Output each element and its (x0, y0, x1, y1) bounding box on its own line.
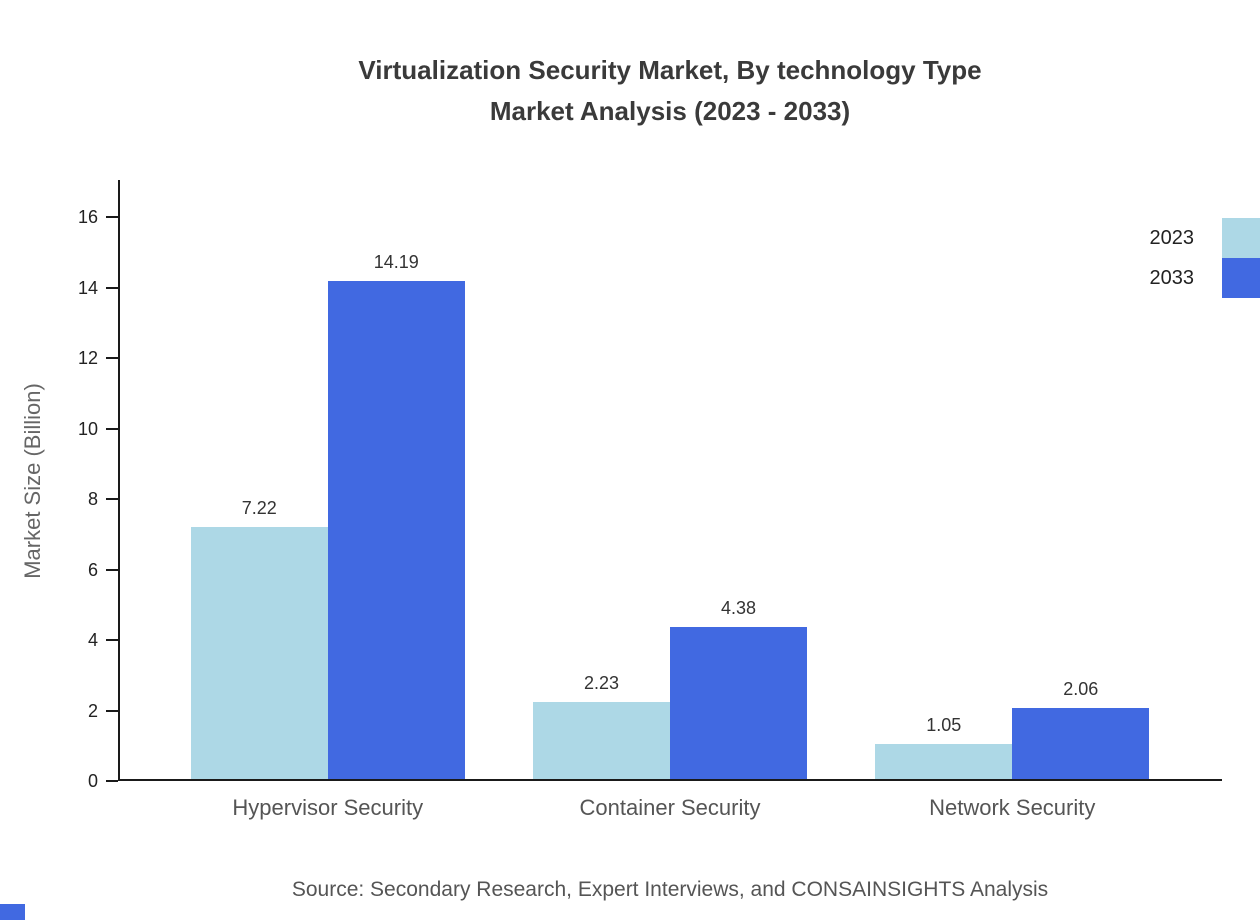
bar-2023-network-security (875, 744, 1013, 781)
legend-swatch-2033 (1222, 258, 1260, 298)
y-tick-label-16: 16 (77, 207, 98, 227)
legend-label-2023: 2023 (1149, 226, 1195, 249)
y-tick-label-14: 14 (77, 277, 98, 298)
y-tick-label-0: 0 (87, 771, 98, 791)
y-tick-mark-0 (106, 780, 118, 782)
chart-title-line2: Market Analysis (2023 - 2033) (489, 96, 851, 126)
y-tick-mark-8 (106, 498, 118, 500)
x-axis-line (118, 779, 1222, 781)
y-tick-mark-10 (106, 427, 118, 430)
y-tick-mark-6 (106, 568, 118, 571)
bar-2033-network-security (1012, 708, 1150, 781)
bar-value-2023-network-security: 1.05 (926, 715, 962, 735)
bar-value-2023-container-security: 2.23 (583, 673, 620, 694)
bar-value-2033-hypervisor-security: 14.19 (373, 251, 419, 272)
y-tick-mark-12 (106, 357, 118, 359)
bar-value-2023-hypervisor-security: 7.22 (241, 497, 277, 518)
y-tick-mark-14 (106, 286, 118, 289)
y-tick-label-6: 6 (87, 559, 98, 580)
bar-2023-container-security (533, 702, 670, 781)
legend-swatch-2023 (1222, 218, 1260, 258)
y-tick-label-12: 12 (77, 348, 98, 368)
plot-area: 0 2 4 6 8 10 12 14 16 7.22 14.19 Hypervisor Securit… (78, 180, 1222, 820)
y-axis-line (118, 180, 120, 781)
y-tick-label-10: 10 (77, 418, 98, 439)
y-axis-label: Market Size (Billion) (20, 382, 45, 579)
x-category-label-hypervisor-security: Hypervisor Security (232, 795, 424, 820)
x-category-label-container-security: Container Security (579, 795, 761, 820)
corner-accent (0, 904, 25, 920)
source-note: Source: Secondary Research, Expert Inter… (291, 878, 1049, 901)
y-axis-label-wrap: Market Size (Billion) (12, 180, 54, 781)
bar-2023-hypervisor-security (190, 526, 328, 781)
y-tick-label-4: 4 (87, 630, 98, 650)
legend: 2023 2033 (1150, 218, 1260, 298)
bar-value-2033-network-security: 2.06 (1063, 679, 1099, 700)
bar-2033-container-security (670, 626, 807, 781)
y-tick-mark-16 (106, 216, 118, 218)
bar-2033-hypervisor-security (327, 280, 465, 781)
y-tick-label-8: 8 (87, 489, 98, 509)
chart-title-line1: Virtualization Security Market, By techn… (358, 55, 982, 85)
legend-item-2033: 2033 (1150, 258, 1260, 298)
x-category-label-network-security: Network Security (929, 795, 1096, 820)
bar-value-2033-container-security: 4.38 (720, 597, 757, 618)
y-tick-mark-4 (106, 639, 118, 641)
y-tick-label-2: 2 (87, 700, 98, 721)
legend-label-2033: 2033 (1149, 266, 1195, 289)
chart-title: Virtualization Security Market, By techn… (80, 50, 1260, 132)
y-tick-mark-2 (106, 709, 118, 712)
legend-item-2023: 2023 (1150, 218, 1260, 258)
